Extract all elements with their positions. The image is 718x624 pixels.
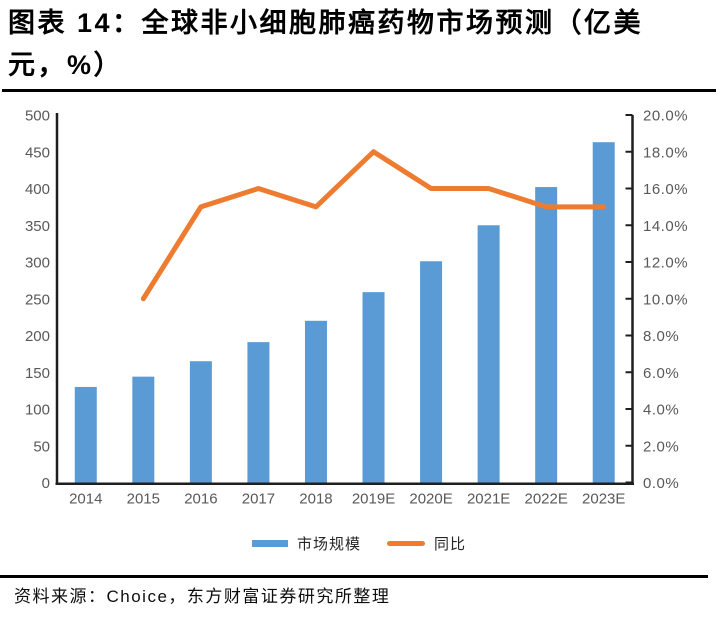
- bar-2018: [304, 320, 327, 483]
- right-axis-tick-label: 20.0%: [643, 108, 688, 125]
- figure-title-line2: 元，%）: [8, 50, 124, 80]
- left-axis-tick-label: 50: [33, 438, 50, 455]
- x-axis-label-2016: 2016: [184, 491, 217, 508]
- x-axis-label-2023E: 2023E: [582, 491, 625, 508]
- bar-2022E: [535, 187, 558, 483]
- x-axis-label-2019E: 2019E: [352, 491, 395, 508]
- left-axis-tick-label: 150: [25, 365, 50, 382]
- left-axis-tick-label: 0: [42, 475, 50, 492]
- left-axis-tick-label: 350: [25, 218, 50, 235]
- bar-2021E: [477, 225, 500, 483]
- right-axis-tick-label: 4.0%: [643, 402, 679, 419]
- legend-line-label: 同比: [434, 535, 467, 553]
- bar-2020E: [420, 261, 443, 483]
- left-axis-tick-label: 300: [25, 255, 50, 272]
- x-axis-label-2014: 2014: [69, 491, 102, 508]
- bar-2019E: [362, 292, 385, 483]
- bar-2014: [74, 386, 97, 483]
- chart-legend: 市场规模 同比: [0, 532, 718, 554]
- x-axis-label-2017: 2017: [242, 491, 275, 508]
- x-axis-label-2018: 2018: [299, 491, 332, 508]
- x-axis-label-2021E: 2021E: [467, 491, 510, 508]
- legend-line-swatch: [387, 540, 425, 546]
- left-axis-tick-label: 100: [25, 402, 50, 419]
- left-axis-tick-label: 500: [25, 108, 50, 125]
- right-axis-tick-label: 6.0%: [643, 365, 679, 382]
- yoy-line: [140, 149, 607, 302]
- left-axis-tick-label: 400: [25, 181, 50, 198]
- x-axis-label-2022E: 2022E: [524, 491, 567, 508]
- footer-divider: [0, 575, 708, 578]
- right-axis-tick-label: 10.0%: [643, 291, 688, 308]
- right-axis-tick-label: 18.0%: [643, 144, 688, 161]
- x-axis-label-2015: 2015: [127, 491, 160, 508]
- left-axis-tick-label: 200: [25, 328, 50, 345]
- legend-bar-swatch: [251, 539, 288, 547]
- bar-2015: [132, 376, 155, 483]
- x-axis-label-2020E: 2020E: [409, 491, 452, 508]
- figure-title: 图表 14：全球非小细胞肺癌药物市场预测（亿美 元，%）: [8, 2, 714, 86]
- source-note: 资料来源：Choice，东方财富证券研究所整理: [14, 587, 391, 606]
- right-axis-tick-label: 8.0%: [643, 328, 679, 345]
- title-divider: [2, 89, 716, 92]
- left-axis-tick-label: 250: [25, 291, 50, 308]
- right-axis-tick-label: 2.0%: [643, 438, 679, 455]
- right-axis-tick-label: 12.0%: [643, 255, 688, 272]
- market-chart-svg: 0 50 100 150 200 250 300 350 400 450 500 0.0% 2.0% 4.…: [25, 108, 688, 508]
- bar-2016: [189, 361, 212, 483]
- figure-title-line1: 图表 14：全球非小细胞肺癌药物市场预测（亿美: [8, 8, 644, 38]
- bar-2017: [247, 342, 270, 483]
- bar-2023E: [592, 142, 615, 483]
- right-axis-tick-label: 16.0%: [643, 181, 688, 198]
- right-axis-tick-label: 0.0%: [643, 475, 679, 492]
- right-axis-tick-label: 14.0%: [643, 218, 688, 235]
- left-axis-tick-label: 450: [25, 144, 50, 161]
- chart-area: 0 50 100 150 200 250 300 350 400 450 500 0.0% 2.0% 4.…: [0, 100, 718, 520]
- legend-bar-label: 市场规模: [296, 535, 361, 553]
